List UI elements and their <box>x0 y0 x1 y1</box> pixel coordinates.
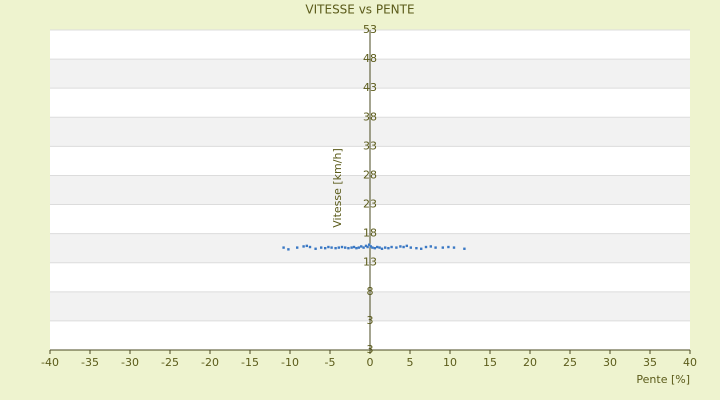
y-tick-label: 53 <box>363 23 377 36</box>
point <box>424 245 428 249</box>
point <box>395 246 398 249</box>
point <box>347 246 350 250</box>
point <box>409 246 412 249</box>
point <box>447 245 450 249</box>
point <box>415 246 418 250</box>
point <box>441 246 444 249</box>
point <box>378 246 381 249</box>
point <box>371 246 374 249</box>
point <box>352 245 356 249</box>
x-tick-label: 0 <box>367 356 374 369</box>
point <box>402 245 405 249</box>
x-tick-label: -35 <box>81 356 99 369</box>
point <box>330 246 333 249</box>
x-tick-label: 40 <box>683 356 697 369</box>
x-tick-label: 30 <box>603 356 617 369</box>
point <box>296 246 299 249</box>
point <box>376 245 379 249</box>
point <box>390 245 393 249</box>
point <box>405 244 408 248</box>
x-tick-label: -30 <box>121 356 139 369</box>
point <box>282 246 285 249</box>
x-tick-label: -15 <box>241 356 259 369</box>
point <box>434 246 437 249</box>
point <box>355 246 358 250</box>
point <box>369 245 372 248</box>
point <box>350 246 353 249</box>
x-tick-label: 25 <box>563 356 577 369</box>
point <box>362 246 365 249</box>
point <box>463 247 466 250</box>
point <box>327 245 330 249</box>
point <box>344 246 347 249</box>
point <box>314 247 317 250</box>
x-tick-label: 35 <box>643 356 657 369</box>
point <box>340 245 344 249</box>
point <box>387 246 390 250</box>
x-tick-label: -20 <box>201 356 219 369</box>
x-tick-label: 20 <box>523 356 537 369</box>
point <box>368 243 371 246</box>
point <box>380 247 384 250</box>
chart-title: VITESSE vs PENTE <box>305 3 414 17</box>
point <box>384 246 387 249</box>
point <box>366 245 369 249</box>
point <box>364 244 368 248</box>
point <box>373 246 376 250</box>
x-tick-label: 10 <box>443 356 457 369</box>
point <box>305 244 308 248</box>
point <box>320 246 323 249</box>
point <box>302 245 305 248</box>
y-axis-label: Vitesse [km/h] <box>331 148 344 228</box>
x-tick-label: -40 <box>41 356 59 369</box>
point <box>429 245 432 248</box>
point <box>357 246 360 249</box>
x-tick-label: 5 <box>407 356 414 369</box>
point <box>360 245 363 248</box>
point <box>452 246 456 249</box>
x-tick-label: 15 <box>483 356 497 369</box>
point <box>324 246 327 250</box>
point <box>308 245 312 249</box>
x-tick-label: -5 <box>325 356 336 369</box>
point <box>420 247 423 250</box>
x-axis-label: Pente [%] <box>636 373 690 386</box>
x-tick-label: -25 <box>161 356 179 369</box>
point <box>337 246 340 249</box>
point <box>334 246 337 250</box>
x-tick-label: -10 <box>281 356 299 369</box>
point <box>399 245 402 248</box>
point <box>287 248 290 251</box>
